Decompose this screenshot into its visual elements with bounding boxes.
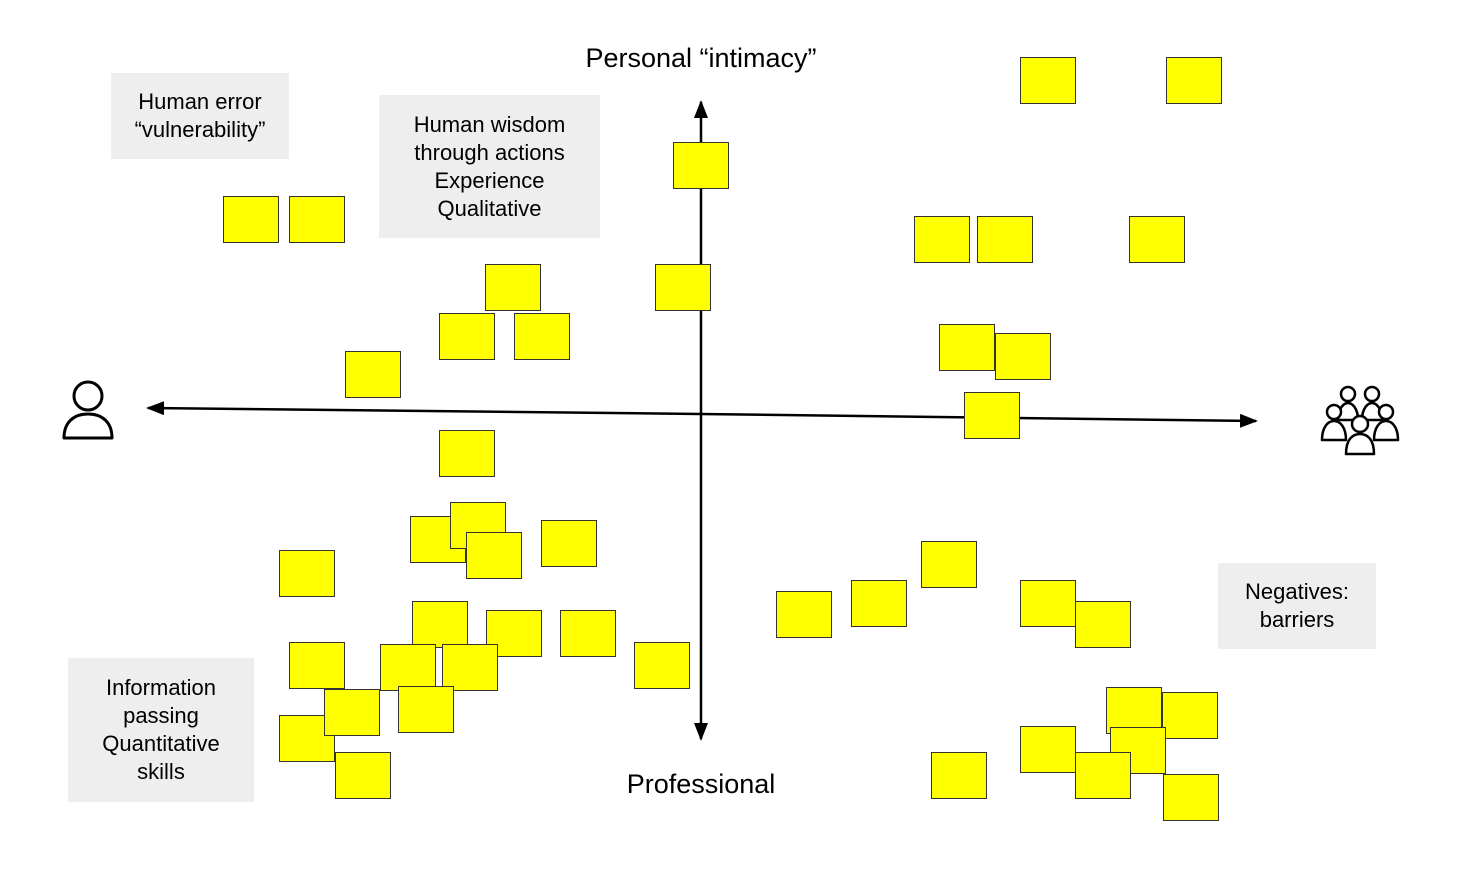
single-person-icon [62, 380, 114, 440]
note-negatives: Negatives: barriers [1218, 563, 1376, 649]
sticky-note[interactable] [1020, 57, 1076, 104]
sticky-note[interactable] [514, 313, 570, 360]
sticky-note[interactable] [851, 580, 907, 627]
note-human-wisdom: Human wisdom through actions Experience … [379, 95, 600, 238]
group-of-people-icon [1320, 385, 1400, 456]
sticky-note[interactable] [335, 752, 391, 799]
sticky-note[interactable] [466, 532, 522, 579]
sticky-note[interactable] [1020, 580, 1076, 627]
sticky-note[interactable] [673, 142, 729, 189]
sticky-note[interactable] [439, 313, 495, 360]
note-information-passing: Information passing Quantitative skills [68, 658, 254, 802]
sticky-note[interactable] [1075, 601, 1131, 648]
sticky-note[interactable] [279, 550, 335, 597]
sticky-note[interactable] [398, 686, 454, 733]
sticky-note[interactable] [324, 689, 380, 736]
sticky-note[interactable] [1129, 216, 1185, 263]
sticky-note[interactable] [931, 752, 987, 799]
sticky-note[interactable] [634, 642, 690, 689]
sticky-note[interactable] [776, 591, 832, 638]
sticky-note[interactable] [1163, 774, 1219, 821]
sticky-note[interactable] [439, 430, 495, 477]
sticky-note[interactable] [914, 216, 970, 263]
sticky-note[interactable] [442, 644, 498, 691]
sticky-note[interactable] [1162, 692, 1218, 739]
bottom-axis-label: Professional [626, 769, 776, 799]
sticky-note[interactable] [995, 333, 1051, 380]
sticky-note[interactable] [964, 392, 1020, 439]
sticky-note[interactable] [921, 541, 977, 588]
sticky-note[interactable] [939, 324, 995, 371]
horizontal-axis-line [146, 401, 701, 416]
sticky-note[interactable] [1075, 752, 1131, 799]
sticky-note[interactable] [977, 216, 1033, 263]
sticky-note[interactable] [541, 520, 597, 567]
sticky-note[interactable] [1106, 687, 1162, 734]
sticky-note[interactable] [1020, 726, 1076, 773]
sticky-note[interactable] [655, 264, 711, 311]
sticky-note[interactable] [223, 196, 279, 243]
sticky-note[interactable] [1166, 57, 1222, 104]
sticky-note[interactable] [485, 264, 541, 311]
sticky-note[interactable] [380, 644, 436, 691]
sticky-note[interactable] [412, 601, 468, 648]
note-human-error: Human error “vulnerability” [111, 73, 289, 159]
top-axis-label: Personal “intimacy” [585, 43, 817, 73]
sticky-note[interactable] [345, 351, 401, 398]
sticky-note[interactable] [289, 642, 345, 689]
sticky-note[interactable] [289, 196, 345, 243]
sticky-note[interactable] [560, 610, 616, 657]
